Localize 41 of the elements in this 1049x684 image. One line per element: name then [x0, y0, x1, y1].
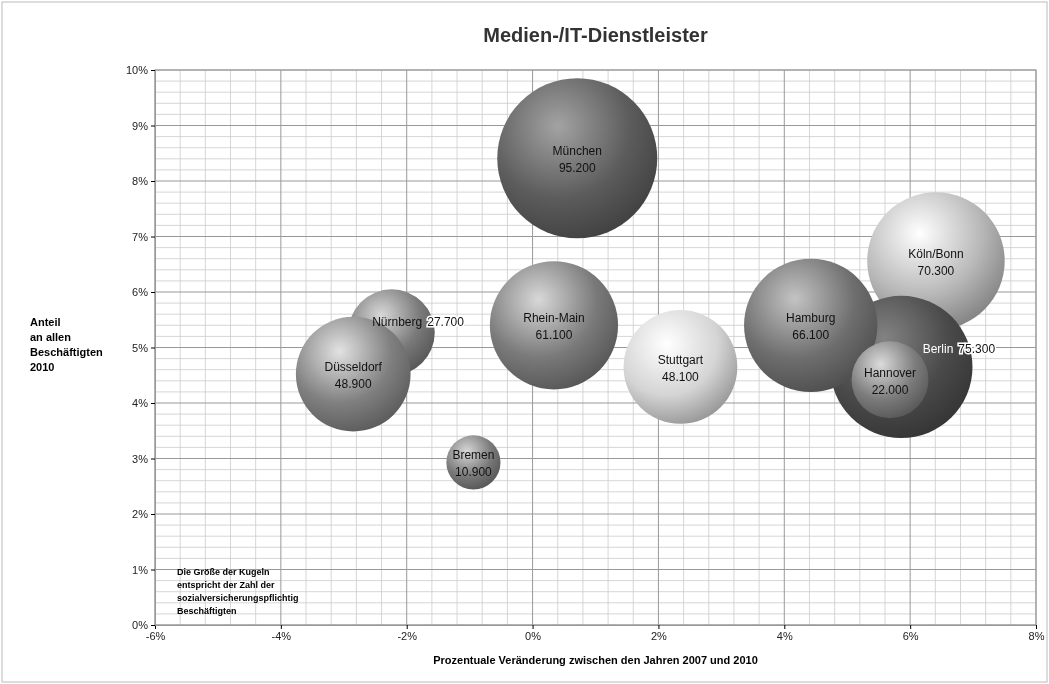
x-axis-title: Prozentuale Veränderung zwischen den Jahren 2007 und 2010 [433, 654, 758, 666]
series-label: Stuttgart [657, 352, 704, 367]
x-tick-label: -4% [271, 629, 292, 642]
chart-title: Medien-/IT-Dienstleister [483, 24, 708, 46]
y-tick-label: 8% [132, 175, 149, 188]
y-tick-label: 5% [132, 341, 149, 354]
y-axis-title: Anteil an allen Beschäftigten 2010 [30, 316, 104, 373]
y-tick-label: 1% [132, 563, 149, 576]
data-label: 22.000 [871, 382, 909, 397]
series-label: Berlin [922, 342, 954, 357]
x-tick-label: 8% [1028, 629, 1045, 642]
data-label: 70.300 [917, 263, 955, 278]
series-label: Hannover [863, 365, 917, 380]
x-tick-label: 4% [776, 629, 793, 642]
annotation: Die Größe der Kugeln entspricht der Zahl der sozialversicherungspflichtig Beschäftigten [177, 566, 299, 616]
y-tick-label: 6% [132, 286, 149, 299]
series-label: Rhein-Main [523, 311, 585, 326]
data-label: 66.100 [792, 328, 830, 343]
data-label: 61.100 [535, 328, 573, 343]
data-label: 48.100 [662, 369, 700, 384]
x-tick-label: 0% [525, 629, 542, 642]
series-label: München [552, 144, 602, 159]
x-tick-label: -2% [397, 629, 418, 642]
x-tick-label: -6% [145, 629, 166, 642]
series-label: Düsseldorf [324, 360, 383, 375]
y-tick-label: 10% [125, 64, 149, 77]
data-label: 95.200 [558, 161, 596, 176]
data-label: 48.900 [334, 377, 372, 392]
series-label: Nürnberg [372, 314, 423, 329]
y-tick-label: 9% [132, 119, 149, 132]
y-tick-label: 2% [132, 508, 149, 521]
y-tick-label: 0% [132, 619, 149, 632]
y-tick-label: 3% [132, 452, 149, 465]
data-label: 10.900 [455, 465, 493, 480]
series-label: Köln/Bonn [908, 246, 964, 261]
y-tick-label: 4% [132, 397, 149, 410]
series-label: Bremen [452, 448, 495, 463]
series-label: Hamburg [786, 311, 836, 326]
x-tick-label: 6% [902, 629, 919, 642]
x-tick-label: 2% [650, 629, 668, 642]
y-tick-label: 7% [132, 230, 149, 243]
